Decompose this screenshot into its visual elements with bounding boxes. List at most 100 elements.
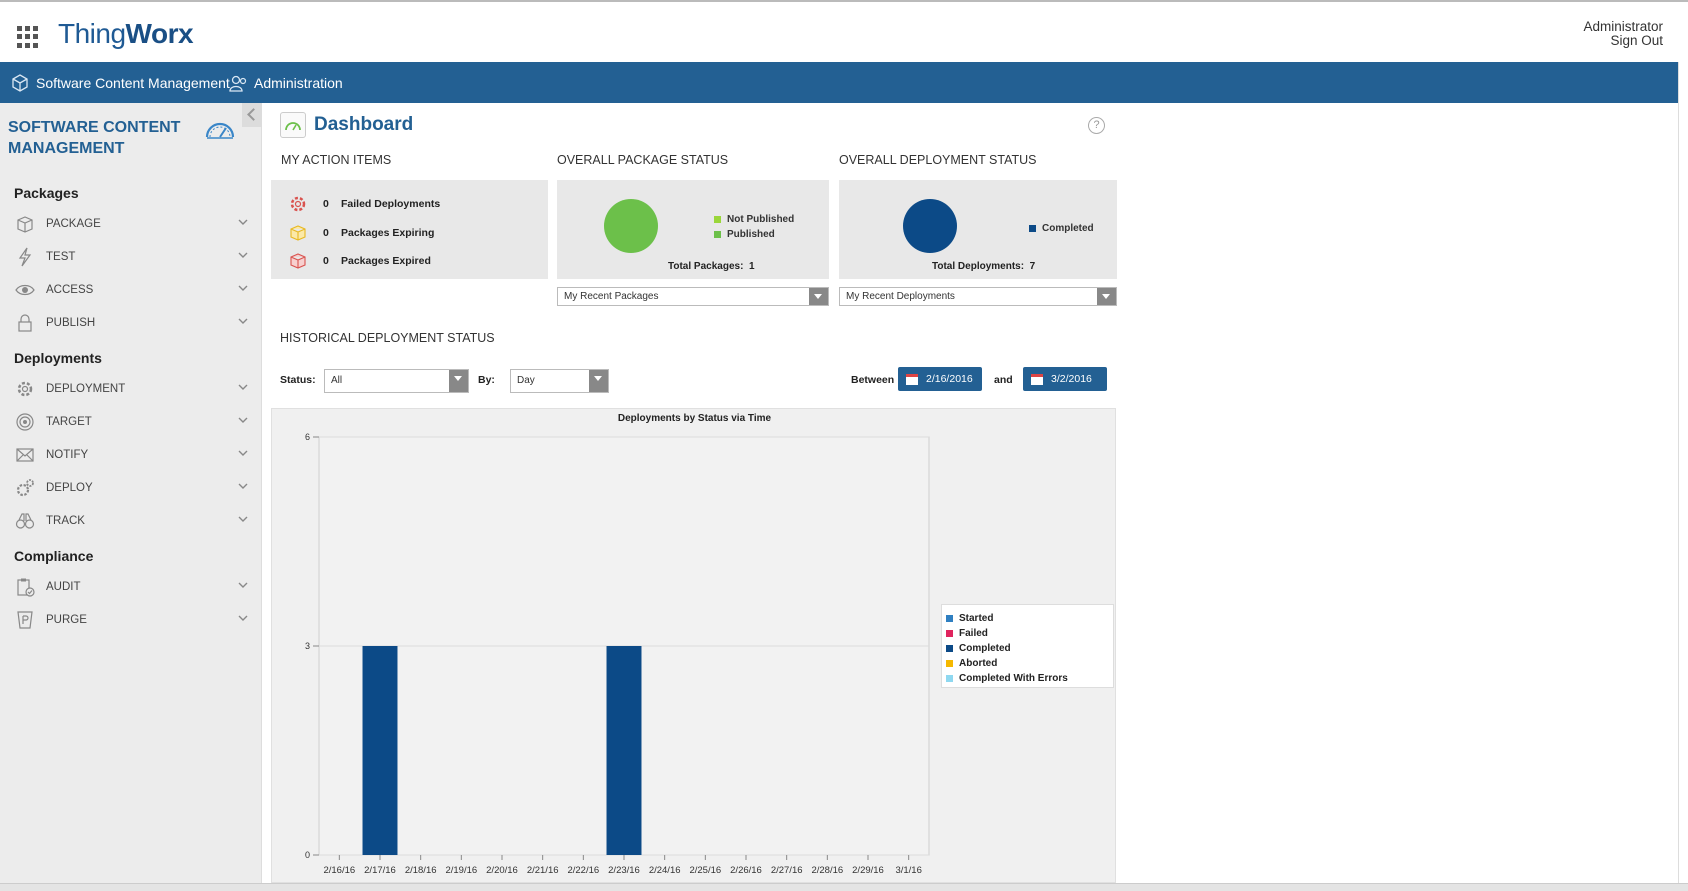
user-name[interactable]: Administrator [1583, 19, 1663, 34]
y-tick-label: 0 [305, 850, 310, 860]
package-icon [14, 213, 36, 235]
legend-label: Completed [959, 643, 1011, 654]
x-tick-label: 2/29/16 [852, 865, 884, 876]
nav-administration[interactable]: Administration [228, 62, 343, 103]
legend-item[interactable]: Completed With Errors [946, 671, 1109, 686]
chart-title: Deployments by Status via Time [617, 413, 772, 424]
sidebar-item-track[interactable]: TRACK [14, 508, 250, 534]
overall-deployment-status-label: OVERALL DEPLOYMENT STATUS [839, 153, 1037, 167]
chevron-down-icon[interactable] [238, 448, 248, 458]
help-icon[interactable]: ? [1088, 117, 1105, 134]
sidebar-item-target[interactable]: TARGET [14, 409, 250, 435]
sidebar-item-label: PURGE [46, 614, 87, 626]
chevron-down-icon[interactable] [238, 514, 248, 524]
sidebar-item-notify[interactable]: NOTIFY [14, 442, 250, 468]
legend-item[interactable]: Started [946, 611, 1109, 626]
section-deployments: Deployments [14, 350, 102, 366]
thingworx-logo[interactable]: ThingWorx [58, 18, 194, 50]
total-packages: Total Packages: 1 [668, 261, 755, 272]
sidebar-item-deployment[interactable]: DEPLOYMENT [14, 376, 250, 402]
apps-grid-icon[interactable] [17, 26, 39, 48]
sidebar-item-label: PACKAGE [46, 218, 101, 230]
sidebar-item-audit[interactable]: AUDIT [14, 574, 250, 600]
start-date-value: 2/16/2016 [926, 373, 973, 385]
recent-deployments-dropdown[interactable]: My Recent Deployments [839, 287, 1117, 306]
sidebar-item-package[interactable]: PACKAGE [14, 211, 250, 237]
deployment-status-pie[interactable] [902, 198, 958, 254]
sidebar-item-access[interactable]: ACCESS [14, 277, 250, 303]
total-deployments-value: 7 [1029, 261, 1036, 272]
nav-software-content-management[interactable]: Software Content Management [10, 62, 230, 103]
by-filter-dropdown[interactable]: Day [510, 369, 609, 393]
action-row-packages-expired[interactable]: 0 Packages Expired [289, 252, 431, 270]
x-tick-label: 2/18/16 [405, 865, 437, 876]
end-date-picker[interactable]: 3/2/2016 [1023, 367, 1107, 391]
legend-item[interactable]: Completed [946, 641, 1109, 656]
dropdown-arrow-icon[interactable] [1097, 288, 1116, 305]
section-packages: Packages [14, 185, 79, 201]
legend-item[interactable]: Failed [946, 626, 1109, 641]
sidebar-item-purge[interactable]: PURGE [14, 607, 250, 633]
legend-label: Failed [959, 628, 988, 639]
sidebar-item-deploy[interactable]: DEPLOY [14, 475, 250, 501]
chevron-down-icon[interactable] [238, 415, 248, 425]
legend-swatch [946, 630, 953, 637]
dropdown-arrow-icon[interactable] [449, 370, 468, 392]
binoculars-icon [14, 510, 36, 532]
dropdown-arrow-icon[interactable] [809, 288, 828, 305]
package-status-pie[interactable] [603, 198, 659, 254]
dashboard-header: Dashboard [280, 112, 413, 138]
sidebar-item-label: AUDIT [46, 581, 81, 593]
chevron-down-icon[interactable] [238, 316, 248, 326]
legend-published: Published [714, 229, 775, 240]
page-title: Dashboard [314, 114, 414, 135]
x-tick-label: 2/16/16 [323, 865, 355, 876]
bottom-scroll-strip [0, 883, 1688, 891]
legend-completed: Completed [1029, 223, 1094, 234]
dropdown-arrow-icon[interactable] [589, 370, 608, 392]
legend-label: Aborted [959, 658, 998, 669]
x-tick-label: 2/24/16 [649, 865, 681, 876]
chart-plot[interactable]: 0 3 6 2/16/16 2/17/16 2/18/16 2/19/16 2/20/16 2/… [272, 409, 1117, 884]
logo-prefix: Thing [58, 18, 126, 49]
chevron-down-icon[interactable] [238, 217, 248, 227]
sidebar-item-publish[interactable]: PUBLISH [14, 310, 250, 336]
action-items-panel: 0 Failed Deployments 0 Packages Expiring… [271, 180, 548, 279]
x-tick-label: 2/20/16 [486, 865, 518, 876]
sidebar-collapse-button[interactable] [242, 103, 262, 127]
chevron-down-icon[interactable] [238, 613, 248, 623]
recent-deployments-value: My Recent Deployments [846, 291, 955, 302]
end-date-value: 3/2/2016 [1051, 373, 1092, 385]
main-navbar: Software Content Management Administrati… [0, 62, 1678, 103]
action-row-packages-expiring[interactable]: 0 Packages Expiring [289, 224, 434, 242]
action-row-failed-deployments[interactable]: 0 Failed Deployments [289, 195, 440, 213]
x-tick-label: 2/17/16 [364, 865, 396, 876]
x-tick-label: 2/28/16 [811, 865, 843, 876]
sign-out-link[interactable]: Sign Out [1610, 33, 1663, 48]
chevron-down-icon[interactable] [238, 382, 248, 392]
sidebar-item-test[interactable]: TEST [14, 244, 250, 270]
legend-label: Published [727, 229, 775, 240]
my-action-items-label: MY ACTION ITEMS [281, 153, 392, 167]
box-icon [12, 73, 28, 92]
chevron-down-icon[interactable] [238, 481, 248, 491]
recent-packages-dropdown[interactable]: My Recent Packages [557, 287, 829, 306]
gauge-icon [205, 122, 235, 139]
legend-item[interactable]: Aborted [946, 656, 1109, 671]
x-tick-label: 2/25/16 [689, 865, 721, 876]
sidebar-title: SOFTWARE CONTENT MANAGEMENT [8, 117, 198, 159]
total-deployments-label: Total Deployments: [932, 261, 1025, 272]
x-tick-label: 2/27/16 [771, 865, 803, 876]
by-filter-label: By: [478, 374, 495, 386]
sidebar-item-label: DEPLOY [46, 482, 93, 494]
total-packages-label: Total Packages: [668, 261, 744, 272]
failed-deployments-label: Failed Deployments [341, 198, 441, 210]
packages-expiring-label: Packages Expiring [341, 227, 435, 239]
calendar-icon [1031, 373, 1043, 385]
chevron-down-icon[interactable] [238, 580, 248, 590]
deployment-status-panel: Completed Total Deployments: 7 [839, 180, 1117, 279]
chevron-down-icon[interactable] [238, 283, 248, 293]
start-date-picker[interactable]: 2/16/2016 [898, 367, 982, 391]
status-filter-dropdown[interactable]: All [324, 369, 469, 393]
chevron-down-icon[interactable] [238, 250, 248, 260]
